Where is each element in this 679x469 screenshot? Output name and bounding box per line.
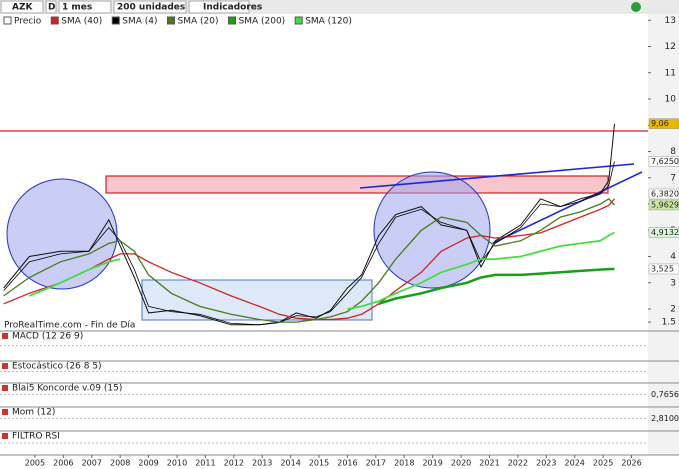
price-label: 5,9629 bbox=[651, 200, 679, 209]
x-tick-label: 2009 bbox=[138, 459, 158, 468]
price-label: 7,6250 bbox=[651, 157, 679, 166]
legend-swatch[interactable] bbox=[50, 16, 59, 25]
series-line bbox=[28, 231, 615, 310]
period-box[interactable] bbox=[58, 0, 112, 14]
y-tick-label: 8 bbox=[670, 147, 676, 157]
legend-label: SMA (40) bbox=[61, 17, 102, 27]
price-label-box bbox=[648, 156, 679, 167]
panel-label: 0,7656 bbox=[651, 390, 679, 399]
watermark: ProRealTime.com - Fin de Día bbox=[4, 321, 135, 331]
panel-icon[interactable] bbox=[2, 409, 8, 415]
x-tick-label: 2019 bbox=[422, 459, 442, 468]
x-tick-label: 2016 bbox=[337, 459, 357, 468]
panel-title: Blai5 Koncorde v.09 (15) bbox=[12, 384, 122, 394]
x-tick-label: 2020 bbox=[451, 459, 471, 468]
symbol-box[interactable] bbox=[0, 0, 44, 14]
price-label-box bbox=[648, 263, 679, 275]
period: 1 mes bbox=[62, 3, 92, 13]
trend-line bbox=[492, 171, 643, 244]
price-label-box bbox=[648, 118, 679, 129]
x-tick-label: 2024 bbox=[565, 459, 585, 468]
series-line bbox=[3, 123, 615, 326]
legend-label: SMA (120) bbox=[305, 17, 352, 27]
x-tick-label: 2025 bbox=[593, 459, 613, 468]
x-tick-label: 2006 bbox=[53, 459, 73, 468]
y-tick-label: 13 bbox=[665, 16, 676, 26]
legend-label: SMA (4) bbox=[122, 17, 157, 27]
y-tick-label: 2 bbox=[670, 305, 676, 315]
mode-box[interactable] bbox=[45, 0, 57, 14]
x-tick-label: 2005 bbox=[25, 459, 45, 468]
indicators-box[interactable] bbox=[188, 0, 250, 14]
units-box[interactable] bbox=[113, 0, 187, 14]
x-tick-label: 2011 bbox=[195, 459, 215, 468]
x-tick-label: 2021 bbox=[479, 459, 499, 468]
panel-title: MACD (12 26 9) bbox=[12, 332, 83, 342]
range-box bbox=[141, 279, 373, 321]
panel-title: Estocástico (26 8 5) bbox=[12, 362, 102, 372]
indicators: Indicadores bbox=[203, 3, 262, 13]
x-tick-label: 2018 bbox=[394, 459, 414, 468]
status-icon[interactable] bbox=[631, 2, 641, 12]
x-tick-label: 2007 bbox=[82, 459, 102, 468]
symbol: AZK bbox=[12, 3, 33, 13]
price-label: 4,9132 bbox=[651, 228, 679, 237]
legend-label: SMA (200) bbox=[238, 17, 285, 27]
price-label-box bbox=[648, 199, 679, 211]
panel-label: 2,8100 bbox=[651, 414, 679, 423]
panel-title: FILTRO RSI bbox=[12, 432, 60, 442]
mode: D bbox=[48, 3, 55, 13]
legend-swatch[interactable] bbox=[111, 16, 120, 25]
y-tick-label: 3 bbox=[670, 278, 676, 288]
x-tick-label: 2014 bbox=[280, 459, 300, 468]
panel-icon[interactable] bbox=[2, 385, 8, 391]
price-label: 6,3820 bbox=[651, 189, 679, 198]
panel-title: Mom (12) bbox=[12, 408, 55, 418]
y-tick-label: 10 bbox=[665, 95, 677, 105]
x-tick-label: 2013 bbox=[252, 459, 272, 468]
y-tick-label: 11 bbox=[665, 68, 676, 78]
x-tick-label: 2023 bbox=[536, 459, 556, 468]
panel-icon[interactable] bbox=[2, 433, 8, 439]
y-tick-label: 4 bbox=[670, 252, 676, 262]
x-tick-label: 2022 bbox=[508, 459, 528, 468]
legend-label: Precio bbox=[14, 17, 42, 27]
y-tick-label: 12 bbox=[665, 42, 676, 52]
trend-line bbox=[359, 163, 635, 189]
panel-icon[interactable] bbox=[2, 333, 8, 339]
x-tick-label: 2015 bbox=[309, 459, 329, 468]
x-tick-label: 2010 bbox=[167, 459, 187, 468]
y-tick-label: 1.5 bbox=[662, 318, 676, 328]
legend-swatch[interactable] bbox=[167, 16, 175, 25]
legend-swatch[interactable] bbox=[294, 16, 303, 25]
price-label: 9,06 bbox=[651, 119, 669, 128]
units: 200 unidades bbox=[117, 3, 185, 13]
price-label: 3,525 bbox=[651, 264, 674, 273]
x-tick-label: 2026 bbox=[621, 459, 641, 468]
legend-swatch[interactable] bbox=[227, 16, 236, 25]
x-tick-label: 2008 bbox=[110, 459, 130, 468]
y-tick-label: 7 bbox=[670, 173, 676, 183]
series-line bbox=[3, 161, 615, 326]
resistance-zone bbox=[105, 175, 609, 194]
x-tick-label: 2017 bbox=[366, 459, 386, 468]
series-line bbox=[3, 197, 615, 323]
circle-annotation bbox=[6, 178, 118, 290]
price-label-box bbox=[648, 227, 679, 238]
price-label-box bbox=[648, 188, 679, 200]
series-line bbox=[3, 198, 615, 321]
legend-swatch[interactable] bbox=[3, 16, 12, 25]
series-line bbox=[378, 267, 615, 305]
panel-icon[interactable] bbox=[2, 363, 8, 369]
x-tick-label: 2012 bbox=[224, 459, 244, 468]
legend-label: SMA (20) bbox=[178, 17, 219, 27]
circle-annotation bbox=[373, 171, 491, 289]
